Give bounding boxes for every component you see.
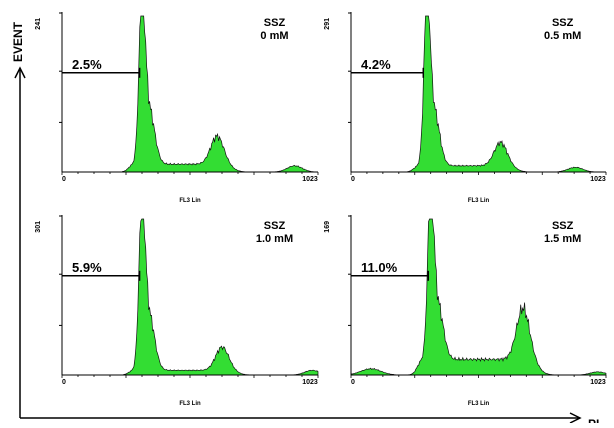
y-max-label: 291: [324, 18, 331, 30]
y-max-label: 301: [35, 221, 42, 233]
dose-label: 0 mM: [260, 30, 288, 42]
x-tick-label: 1023: [590, 379, 606, 386]
x-tick-label: 1023: [590, 176, 606, 183]
treatment-label: SSZ: [264, 220, 286, 232]
y-max-label: 169: [324, 221, 331, 233]
dose-label: 1.5 mM: [544, 233, 581, 245]
treatment-label: SSZ: [552, 220, 574, 232]
y-axis-label: EVENT: [11, 21, 25, 62]
dose-label: 1.0 mM: [256, 233, 293, 245]
gate-percentage-label: 11.0%: [361, 260, 398, 275]
treatment-label: SSZ: [264, 17, 286, 29]
x-tick-label: 0: [62, 379, 66, 386]
x-tick-label: 0: [62, 176, 66, 183]
x-tick-label: 0: [351, 176, 355, 183]
x-tick-label: 1023: [302, 379, 318, 386]
x-axis-label: PI: [588, 417, 599, 423]
x-tick-label: 0: [351, 379, 355, 386]
dose-label: 0.5 mM: [544, 30, 581, 42]
gate-percentage-label: 5.9%: [72, 260, 102, 275]
panel-x-label: FL3 Lin: [468, 198, 490, 204]
outer-x-axis-arrow: [569, 412, 582, 424]
panel-x-label: FL3 Lin: [179, 198, 201, 204]
panel-x-label: FL3 Lin: [468, 401, 490, 407]
gate-percentage-label: 4.2%: [361, 57, 391, 72]
y-max-label: 241: [35, 18, 42, 30]
treatment-label: SSZ: [552, 17, 574, 29]
outer-y-axis-arrow: [14, 66, 26, 79]
panel-x-label: FL3 Lin: [179, 401, 201, 407]
x-tick-label: 1023: [302, 176, 318, 183]
gate-percentage-label: 2.5%: [72, 57, 102, 72]
